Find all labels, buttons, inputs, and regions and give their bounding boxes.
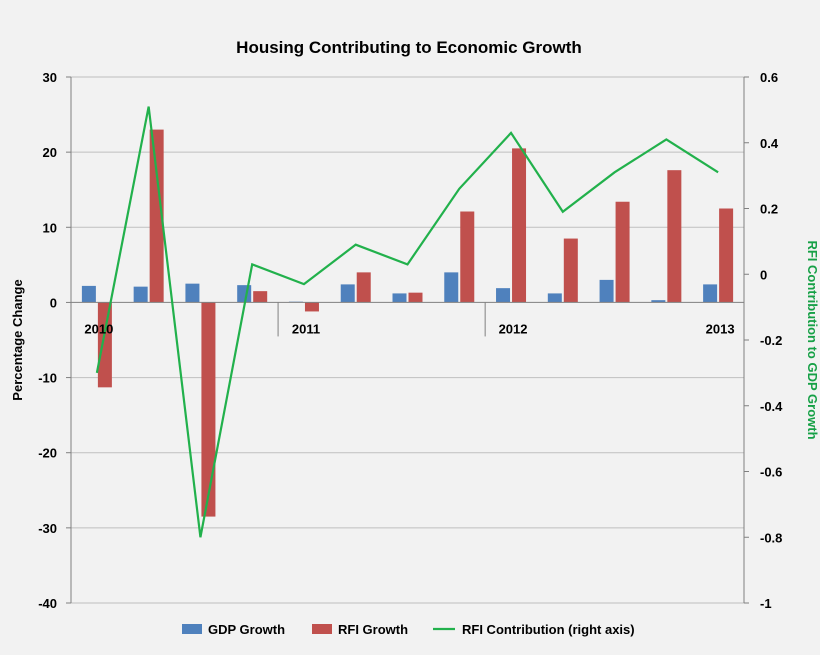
gdp-growth-bar bbox=[496, 288, 511, 303]
chart-title: Housing Contributing to Economic Growth bbox=[236, 38, 582, 57]
legend-swatch bbox=[182, 624, 202, 634]
tick-labels: 3020100-10-20-30-400.60.40.20-0.2-0.4-0.… bbox=[38, 70, 783, 611]
left-tick-label: 20 bbox=[43, 145, 57, 160]
year-label: 2010 bbox=[84, 321, 113, 336]
legend-label: RFI Growth bbox=[338, 622, 408, 637]
right-tick-label: -0.8 bbox=[760, 530, 782, 545]
left-tick-label: 30 bbox=[43, 70, 57, 85]
gdp-growth-bar bbox=[133, 286, 148, 303]
gdp-growth-bar bbox=[703, 284, 718, 303]
left-tick-label: -10 bbox=[38, 371, 57, 386]
legend-label: GDP Growth bbox=[208, 622, 285, 637]
right-tick-label: 0.6 bbox=[760, 70, 778, 85]
line-series bbox=[95, 106, 719, 538]
year-label: 2012 bbox=[499, 321, 528, 336]
bars bbox=[81, 129, 734, 517]
rfi-contribution-line bbox=[95, 106, 719, 538]
rfi-growth-bar bbox=[563, 238, 578, 303]
rfi-growth-bar bbox=[253, 291, 268, 303]
left-tick-label: 10 bbox=[43, 220, 57, 235]
rfi-growth-bar bbox=[719, 208, 734, 303]
right-tick-label: 0.4 bbox=[760, 136, 779, 151]
gdp-growth-bar bbox=[392, 293, 407, 303]
rfi-growth-bar bbox=[460, 211, 475, 303]
left-tick-label: -40 bbox=[38, 596, 57, 611]
year-label: 2013 bbox=[706, 321, 735, 336]
left-tick-label: 0 bbox=[50, 295, 57, 310]
right-tick-label: -0.6 bbox=[760, 465, 782, 480]
rfi-growth-bar bbox=[615, 201, 630, 303]
rfi-growth-bar bbox=[304, 302, 319, 312]
rfi-growth-bar bbox=[356, 272, 371, 303]
right-tick-label: 0.2 bbox=[760, 202, 778, 217]
axes bbox=[66, 76, 749, 604]
gdp-growth-bar bbox=[444, 272, 459, 303]
gdp-growth-bar bbox=[185, 283, 200, 303]
right-tick-label: -0.4 bbox=[760, 399, 783, 414]
left-tick-label: -20 bbox=[38, 446, 57, 461]
legend: GDP Growth RFI Growth RFI Contribution (ri… bbox=[182, 622, 635, 637]
gdp-growth-bar bbox=[547, 293, 562, 303]
y-axis-label: Percentage Change bbox=[10, 279, 25, 400]
rfi-growth-bar bbox=[97, 302, 112, 388]
legend-label: RFI Contribution (right axis) bbox=[462, 622, 635, 637]
y2-axis-label: RFI Contribution to GDP Growth bbox=[805, 240, 820, 439]
right-tick-label: -0.2 bbox=[760, 333, 782, 348]
rfi-growth-bar bbox=[667, 170, 682, 303]
gdp-growth-bar bbox=[81, 285, 96, 303]
rfi-growth-bar bbox=[408, 292, 423, 303]
rfi-growth-bar bbox=[149, 129, 164, 303]
gridlines bbox=[71, 76, 744, 604]
gdp-growth-bar bbox=[340, 284, 355, 303]
rfi-growth-bar bbox=[201, 302, 216, 517]
right-tick-label: -1 bbox=[760, 596, 772, 611]
year-label: 2011 bbox=[292, 321, 320, 336]
right-tick-label: 0 bbox=[760, 267, 767, 282]
left-tick-label: -30 bbox=[38, 521, 57, 536]
gdp-growth-bar bbox=[651, 300, 666, 303]
rfi-growth-bar bbox=[512, 148, 527, 303]
legend-swatch bbox=[312, 624, 332, 634]
gdp-growth-bar bbox=[237, 285, 252, 303]
gdp-growth-bar bbox=[599, 279, 614, 303]
